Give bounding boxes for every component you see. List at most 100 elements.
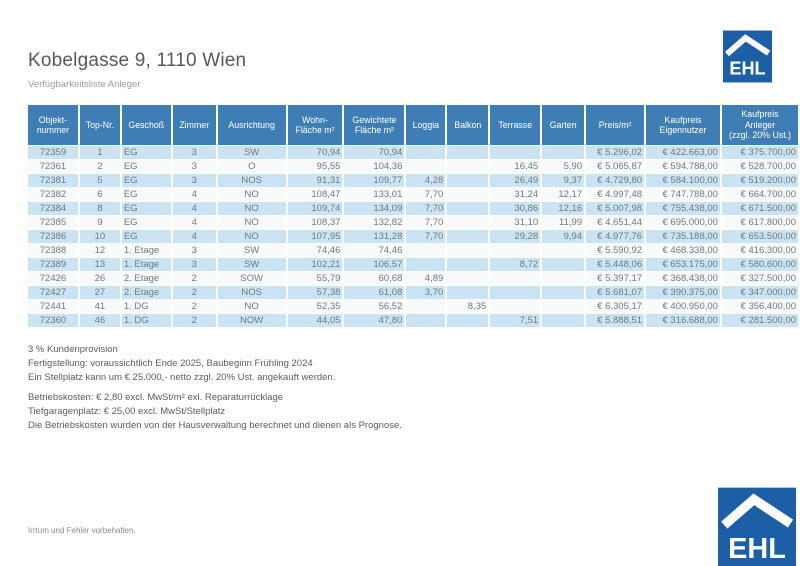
cell: € 5.397,17 [586,272,645,285]
cell: 46 [79,314,120,327]
cell: € 368.438,00 [646,272,720,285]
cell: 1. DG [121,314,171,327]
cell: 133,01 [344,188,405,201]
cell: 8 [79,202,120,215]
cell: 8,35 [447,300,489,313]
cell: 56,52 [344,300,405,313]
cell [447,146,489,159]
cell: 12 [79,244,120,257]
cell: 4,28 [406,174,446,187]
table-row: 72441 41 1. DG 2 NO 52,35 56,52 8,35 € 6.305,17 €… [28,300,798,313]
cell: NOS [217,286,286,299]
cell: 72388 [28,244,78,257]
cell: 72381 [28,174,78,187]
cell: EG [121,216,171,229]
cell: 3 [172,160,216,173]
cell [406,146,446,159]
cell: € 5.681,07 [586,286,645,299]
cell: 72384 [28,202,78,215]
table-row: 72382 6 EG 4 NO 108,47 133,01 7,70 31,24 12,17 € 4… [28,188,798,201]
cell: NO [217,188,286,201]
cell [490,244,541,257]
cell: NOW [217,314,286,327]
cell: NO [217,216,286,229]
cell [542,146,585,159]
cell: 16,45 [490,160,541,173]
cell: € 6.305,17 [586,300,645,313]
cell [406,244,446,257]
cell: € 5.448,06 [586,258,645,271]
cell: 52,35 [287,300,343,313]
note-line: Fertigstellung: voraussichtlich Ende 202… [28,358,313,369]
cell: 61,08 [344,286,405,299]
column-header-1: Top-Nr. [79,105,120,145]
cell: € 468.338,00 [646,244,720,257]
cell: 8,72 [490,258,541,271]
cell: € 316.688,00 [646,314,720,327]
cell [490,286,541,299]
table-body: 72359 1 EG 3 SW 70,94 70,94 € 5.296,02 € 422.663… [28,146,798,327]
cell: 9,94 [542,230,585,243]
cell: NO [217,300,286,313]
cell: 131,28 [344,230,405,243]
cell [542,314,585,327]
cell [542,272,585,285]
cell [490,272,541,285]
ehl-logo-top: EHL [723,30,772,83]
cell: EG [121,188,171,201]
cell: 74,46 [344,244,405,257]
column-header-11: Preis/m² [586,105,645,145]
cell [542,258,585,271]
cell: 31,10 [490,216,541,229]
logo-text: EHL [729,59,765,79]
cell: SW [217,244,286,257]
cell: 72386 [28,230,78,243]
table-row: 72384 8 EG 4 NO 109,74 134,09 7,70 30,86 12,16 € 5… [28,202,798,215]
column-header-5: Wohn- Fläche m² [287,105,343,145]
cell: 26,49 [490,174,541,187]
cell: 108,37 [287,216,343,229]
column-header-7: Loggia [406,105,446,145]
cell: 12,16 [542,202,585,215]
cell: 1. Etage [121,244,171,257]
cell: 27 [79,286,120,299]
cell: 4 [172,230,216,243]
cell: 11,99 [542,216,585,229]
cell: 4 [172,188,216,201]
cell: € 5.590,92 [586,244,645,257]
cell: SW [217,258,286,271]
cell: 13 [79,258,120,271]
cell: 6 [79,188,120,201]
page-subtitle: Verfügbarkeitsliste Anleger [28,79,141,90]
column-header-2: Geschoß [121,105,171,145]
cell: € 356.400,00 [721,300,798,313]
cell: € 617.800,00 [721,216,798,229]
cell: € 653.500,00 [721,230,798,243]
cell: 12,17 [542,188,585,201]
cell: NO [217,230,286,243]
cell: € 390.375,00 [646,286,720,299]
cell: 72360 [28,314,78,327]
cell: 95,55 [287,160,343,173]
cell [447,202,489,215]
cell: 57,38 [287,286,343,299]
ehl-logo-bottom: EHL [718,483,796,566]
cell [406,314,446,327]
ehl-house-icon: EHL [723,30,772,83]
table-row: 72389 13 1. Etage 3 SW 102,21 106,57 8,72 € 5.44… [28,258,798,271]
table-row: 72386 10 EG 4 NO 107,95 131,28 7,70 29,28 9,94 € 4… [28,230,798,243]
cell: 31,24 [490,188,541,201]
cell: 4,89 [406,272,446,285]
note-line: Die Betriebskosten wurden von der Hausve… [28,420,402,431]
note-line: Ein Stellplatz kann um € 25.000,- netto … [28,372,336,383]
cell: 72389 [28,258,78,271]
availability-table: Objekt-nummer Top-Nr. Geschoß Zimmer Ausrich… [26,104,800,328]
cell: € 4.997,48 [586,188,645,201]
cell: SOW [217,272,286,285]
cell [542,300,585,313]
cell: € 653.175,00 [646,258,720,271]
cell: 26 [79,272,120,285]
cell: 72359 [28,146,78,159]
column-header-9: Terrasse [490,105,541,145]
table-head: Objekt-nummer Top-Nr. Geschoß Zimmer Ausrich… [28,105,798,145]
